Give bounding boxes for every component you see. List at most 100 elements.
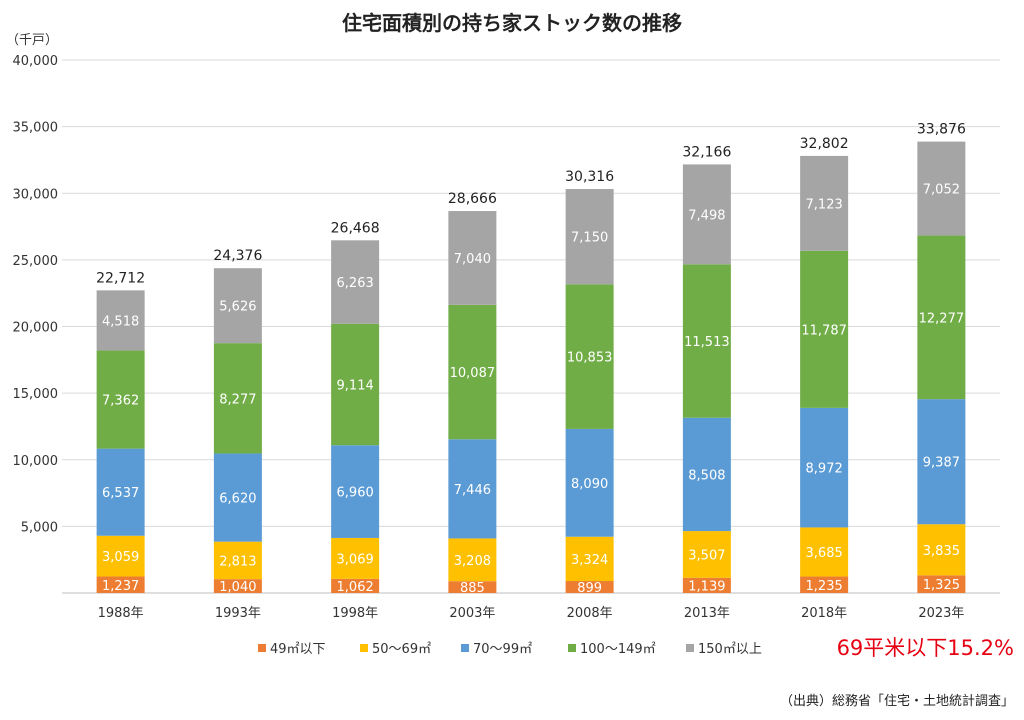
bar-segment-label: 3,208 bbox=[454, 554, 491, 569]
bar-segment bbox=[917, 575, 966, 593]
y-tick-label: 25,000 bbox=[13, 254, 59, 269]
bar-segment-label: 7,498 bbox=[688, 208, 725, 223]
bar-segment-label: 1,040 bbox=[219, 580, 256, 595]
legend-item: 49㎡以下 bbox=[258, 642, 326, 657]
bar-segment bbox=[917, 399, 966, 525]
bar-segment bbox=[96, 535, 145, 577]
bar-segment-label: 1,139 bbox=[688, 579, 725, 594]
bar-segment bbox=[96, 576, 145, 593]
legend: 49㎡以下 50～69㎡ 70～99㎡ 100～149㎡ 150㎡以上 bbox=[258, 642, 762, 657]
bar-segment bbox=[213, 541, 262, 580]
bar-segment bbox=[448, 304, 497, 440]
bar-segment bbox=[800, 250, 849, 408]
bar-segment bbox=[213, 453, 262, 542]
bar-segment bbox=[682, 577, 731, 593]
y-tick-label: 30,000 bbox=[13, 187, 59, 202]
annotation-note: 69平米以下15.2% bbox=[837, 636, 1014, 660]
legend-item: 70～99㎡ bbox=[461, 642, 532, 657]
bar-segment bbox=[800, 527, 849, 577]
x-tick-label: 1998年 bbox=[332, 606, 378, 621]
bar-total-label: 28,666 bbox=[448, 191, 497, 207]
x-tick-label: 2008年 bbox=[567, 606, 613, 621]
bar-segment bbox=[565, 536, 614, 582]
bar-segment-label: 1,237 bbox=[102, 579, 139, 594]
bar-segment-label: 12,277 bbox=[919, 311, 965, 326]
legend-swatch bbox=[461, 644, 469, 652]
y-tick-label: 40,000 bbox=[13, 54, 59, 69]
bar-segment-label: 899 bbox=[577, 581, 602, 596]
bar-total-label: 32,802 bbox=[800, 136, 849, 152]
bar-segment-label: 6,263 bbox=[337, 276, 374, 291]
chart-title: 住宅面積別の持ち家ストック数の推移 bbox=[342, 11, 682, 35]
y-tick-label: 20,000 bbox=[13, 321, 59, 336]
bar-segment-label: 3,835 bbox=[923, 544, 960, 559]
x-tick-label: 2023年 bbox=[918, 606, 964, 621]
bar-segment-label: 1,235 bbox=[806, 579, 843, 594]
bar-segment-label: 4,518 bbox=[102, 314, 139, 329]
bar-segment bbox=[96, 350, 145, 449]
bar-segment-label: 7,052 bbox=[923, 183, 960, 198]
gridlines bbox=[62, 59, 1000, 594]
bar-segment-label: 7,123 bbox=[806, 197, 843, 212]
bar-segment bbox=[96, 448, 145, 536]
bar-segment-label: 9,114 bbox=[337, 378, 374, 393]
bar-segment-label: 8,277 bbox=[219, 392, 256, 407]
bar-segment-label: 10,853 bbox=[567, 351, 613, 366]
bar-segment bbox=[917, 235, 966, 400]
bar-segment bbox=[800, 407, 849, 528]
legend-swatch bbox=[568, 644, 576, 652]
bar-segment-label: 7,040 bbox=[454, 252, 491, 267]
bar-stack: 1,235 3,685 8,972 11,787 7,123 32,802 bbox=[800, 136, 849, 594]
bar-stack: 1,139 3,507 8,508 11,513 7,498 32,166 bbox=[682, 144, 731, 594]
bar-stack: 1,325 3,835 9,387 12,277 7,052 33,876 bbox=[917, 122, 966, 594]
bar-segment bbox=[917, 141, 966, 236]
x-tick-label: 1988年 bbox=[98, 606, 144, 621]
bar-stack: 1,040 2,813 6,620 8,277 5,626 24,376 bbox=[213, 248, 262, 595]
bar-segment-label: 10,087 bbox=[450, 366, 496, 381]
x-tick-label: 2003年 bbox=[449, 606, 495, 621]
bar-total-label: 26,468 bbox=[331, 220, 380, 236]
bar-segment-label: 1,062 bbox=[337, 580, 374, 595]
bar-segment-label: 3,069 bbox=[337, 552, 374, 567]
bar-segment bbox=[800, 155, 849, 251]
legend-item: 100～149㎡ bbox=[568, 642, 656, 657]
bar-segment bbox=[917, 524, 966, 576]
bar-segment bbox=[448, 538, 497, 582]
bar-segment-label: 1,325 bbox=[923, 578, 960, 593]
bar-segment-label: 11,513 bbox=[684, 335, 730, 350]
bar-segment-label: 8,090 bbox=[571, 477, 608, 492]
y-tick-label: 10,000 bbox=[13, 454, 59, 469]
bar-segment bbox=[565, 284, 614, 429]
bar-segment-label: 3,324 bbox=[571, 553, 608, 568]
bar-segment-label: 2,813 bbox=[219, 554, 256, 569]
bar-segment-label: 7,150 bbox=[571, 231, 608, 246]
bar-stack: 885 3,208 7,446 10,087 7,040 28,666 bbox=[448, 191, 497, 596]
bar-total-label: 32,166 bbox=[682, 144, 731, 160]
bar-segment-label: 6,960 bbox=[337, 486, 374, 501]
bar-segment-label: 6,620 bbox=[219, 492, 256, 507]
bar-segment bbox=[565, 428, 614, 537]
x-tick-label: 1993年 bbox=[215, 606, 261, 621]
x-tick-label: 2018年 bbox=[801, 606, 847, 621]
legend-swatch bbox=[258, 644, 266, 652]
bar-segment-label: 9,387 bbox=[923, 456, 960, 471]
bar-segment bbox=[800, 576, 849, 593]
bar-segment-label: 5,626 bbox=[219, 300, 256, 315]
source-note: （出典）総務省「住宅・土地統計調査」 bbox=[780, 693, 1014, 709]
y-axis-tick-labels: 5,000 10,000 15,000 20,000 25,000 30,000 35,00… bbox=[13, 54, 59, 535]
bar-segment bbox=[213, 579, 262, 593]
y-tick-label: 15,000 bbox=[13, 387, 59, 402]
bar-segment-label: 8,972 bbox=[806, 462, 843, 477]
legend-swatch bbox=[360, 644, 368, 652]
bar-segment bbox=[213, 268, 262, 344]
bar-segment-label: 7,446 bbox=[454, 483, 491, 498]
bar-segment bbox=[682, 531, 731, 578]
legend-label: 100～149㎡ bbox=[580, 642, 656, 657]
bar-segment bbox=[331, 445, 380, 538]
legend-label: 70～99㎡ bbox=[473, 642, 532, 657]
bar-segment bbox=[213, 343, 262, 454]
bar-segment bbox=[682, 264, 731, 418]
bar-segment-label: 3,507 bbox=[688, 548, 725, 563]
bar-total-label: 24,376 bbox=[213, 248, 262, 264]
y-axis-unit-label: （千戸） bbox=[6, 33, 58, 48]
